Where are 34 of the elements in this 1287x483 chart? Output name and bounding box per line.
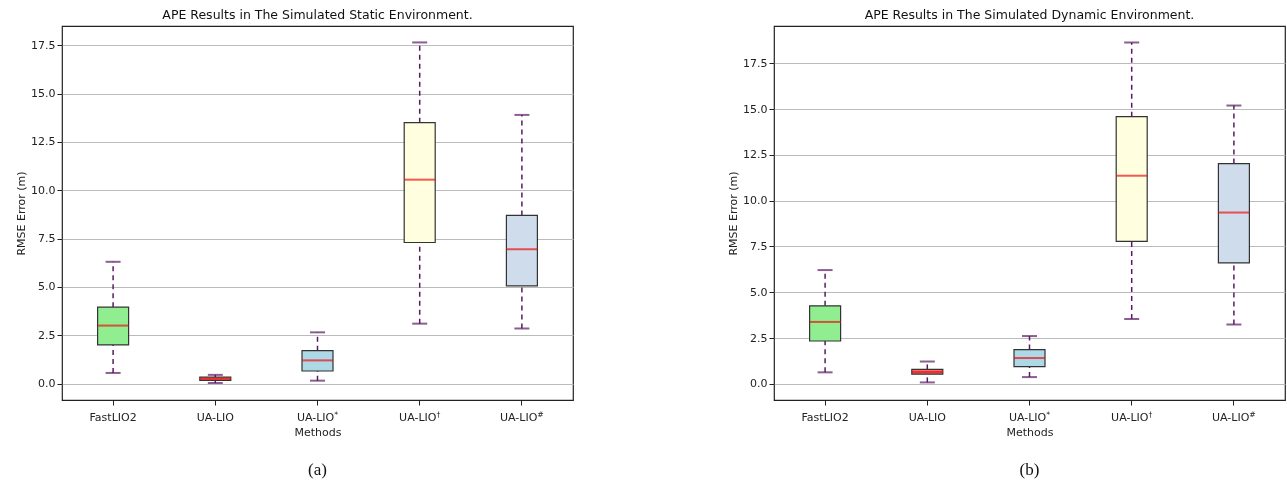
x-tick-label: UA-LIO$^{*}$	[1008, 409, 1051, 424]
x-tick-label: FastLIO2	[89, 410, 137, 424]
y-tick-label: 5.0	[38, 280, 56, 294]
y-tick-label: 10.0	[743, 194, 768, 208]
y-tick-label: 12.5	[743, 148, 768, 162]
y-axis-title: RMSE Error (m)	[15, 171, 29, 256]
y-tick-label: 7.5	[750, 239, 768, 253]
x-tick-label: UA-LIO$^{*}$	[296, 409, 339, 424]
y-axis-title: RMSE Error (m)	[727, 171, 741, 256]
x-tick-label: UA-LIO	[196, 410, 235, 424]
x-tick-label: UA-LIO$^{†}$	[1111, 409, 1153, 424]
y-tick-label: 5.0	[750, 285, 768, 299]
x-axis-title: Methods	[1006, 425, 1054, 439]
y-tick-label: 15.0	[743, 102, 768, 116]
y-tick-label: 2.5	[750, 331, 768, 345]
x-axis-title: Methods	[294, 425, 342, 439]
x-tick-label: FastLIO2	[801, 410, 849, 424]
chart-title: APE Results in The Simulated Dynamic Environment.	[864, 6, 1195, 22]
x-tick-label: UA-LIO$^{#}$	[500, 409, 544, 424]
y-tick-label: 10.0	[31, 183, 56, 197]
y-tick-label: 7.5	[38, 232, 56, 246]
y-tick-label: 0.0	[38, 377, 56, 391]
y-tick-label: 12.5	[31, 135, 56, 149]
x-tick-label: UA-LIO	[908, 410, 947, 424]
chart-title: APE Results in The Simulated Static Environment.	[162, 6, 473, 22]
y-tick-label: 2.5	[38, 328, 56, 342]
y-tick-label: 17.5	[743, 56, 768, 70]
x-tick-label: UA-LIO$^{†}$	[399, 409, 441, 424]
y-tick-label: 0.0	[750, 377, 768, 391]
x-tick-label: UA-LIO$^{#}$	[1212, 409, 1256, 424]
text: (b)	[1019, 460, 1040, 479]
y-tick-label: 17.5	[31, 38, 56, 52]
y-tick-label: 15.0	[31, 87, 56, 101]
text: (a)	[308, 460, 327, 479]
